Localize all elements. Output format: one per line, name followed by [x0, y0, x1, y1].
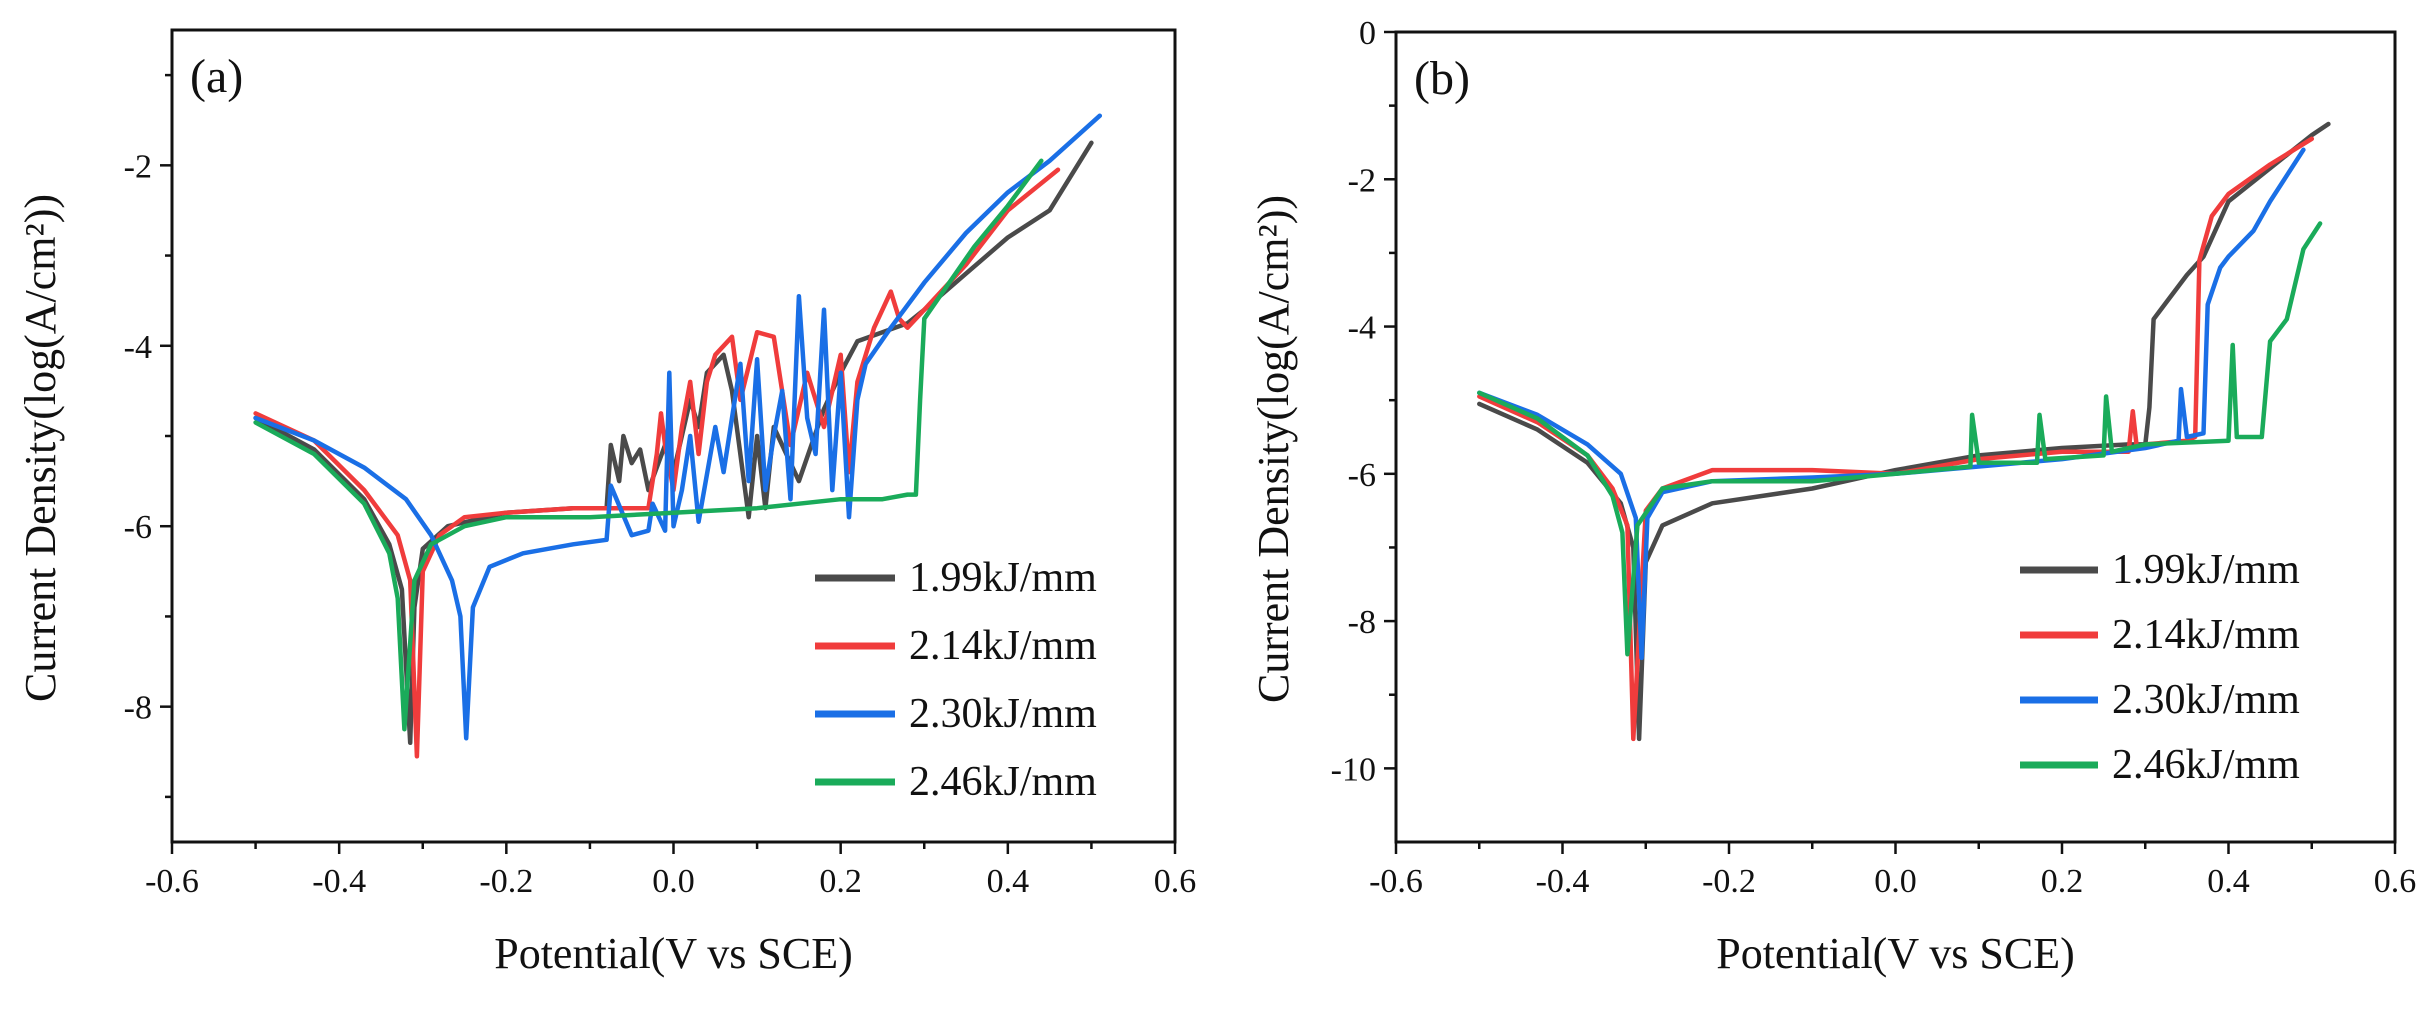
x-tick-label: -0.2 — [1702, 863, 1756, 900]
y-axis-label: Current Density(log(A/cm²)) — [16, 194, 65, 702]
legend-label-2: 2.30kJ/mm — [2112, 677, 2300, 723]
legend-label-3: 2.46kJ/mm — [2112, 742, 2300, 788]
panel-a: -0.6 -0.4 -0.2 0.0 0.2 0.4 0.6 -8 -6 -4 -2 (a) Poten… — [16, 28, 1197, 978]
x-tick-label: 0.2 — [819, 863, 862, 900]
panel-label: (b) — [1414, 52, 1470, 105]
y-tick-label: -4 — [124, 329, 152, 366]
x-tick-label: 0.6 — [2374, 863, 2417, 900]
x-tick-label: 0.0 — [1874, 863, 1917, 900]
x-tick-label: 0.4 — [987, 863, 1030, 900]
y-tick-label: 0 — [1359, 15, 1376, 52]
y-tick-label: -2 — [1348, 162, 1376, 199]
y-tick-label: -2 — [124, 148, 152, 185]
y-tick-label: -6 — [124, 509, 152, 546]
y-axis-label: Current Density(log(A/cm²)) — [1249, 195, 1298, 703]
y-tick-label: -10 — [1331, 751, 1376, 788]
panel-label: (a) — [190, 50, 243, 103]
series-line-3 — [253, 158, 1044, 732]
series-line-2 — [253, 113, 1103, 741]
legend: 1.99kJ/mm 2.14kJ/mm 2.30kJ/mm 2.46kJ/mm — [2020, 547, 2300, 788]
series-line-1 — [253, 167, 1061, 759]
legend-label-3: 2.46kJ/mm — [909, 759, 1097, 805]
legend-label-0: 1.99kJ/mm — [909, 555, 1097, 601]
x-axis-label: Potential(V vs SCE) — [1716, 929, 2075, 978]
legend: 1.99kJ/mm 2.14kJ/mm 2.30kJ/mm 2.46kJ/mm — [815, 555, 1097, 805]
panel-b: -0.6 -0.4 -0.2 0.0 0.2 0.4 0.6 -10 -8 -6 -4 -2 0 (b) P… — [1249, 15, 2416, 978]
series-line-3 — [1477, 221, 2323, 657]
legend-label-1: 2.14kJ/mm — [909, 623, 1097, 669]
x-tick-label: 0.6 — [1154, 863, 1197, 900]
y-tick-label: -4 — [1348, 310, 1376, 347]
y-tick-label: -8 — [124, 690, 152, 727]
x-tick-label: 0.2 — [2041, 863, 2084, 900]
series-line-0 — [1477, 121, 2331, 742]
legend-label-2: 2.30kJ/mm — [909, 691, 1097, 737]
y-tick-label: -6 — [1348, 457, 1376, 494]
x-tick-label: 0.4 — [2207, 863, 2250, 900]
x-tick-label: -0.6 — [145, 863, 199, 900]
y-tick-label: -8 — [1348, 604, 1376, 641]
x-tick-label: 0.0 — [652, 863, 695, 900]
x-tick-label: -0.6 — [1369, 863, 1423, 900]
x-tick-label: -0.4 — [312, 863, 366, 900]
x-tick-label: -0.2 — [479, 863, 533, 900]
x-tick-label: -0.4 — [1536, 863, 1590, 900]
legend-label-0: 1.99kJ/mm — [2112, 547, 2300, 593]
series-line-1 — [1477, 136, 2315, 742]
x-axis-label: Potential(V vs SCE) — [494, 929, 853, 978]
legend-label-1: 2.14kJ/mm — [2112, 612, 2300, 658]
